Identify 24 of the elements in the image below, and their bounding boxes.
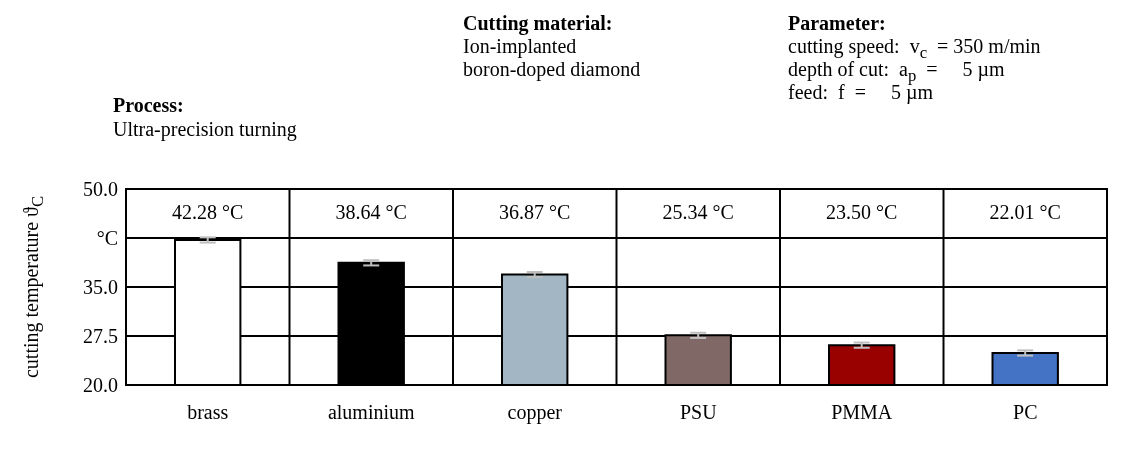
x-tick-label: PMMA bbox=[831, 401, 893, 424]
text: cutting speed: v$_{c}$ = 350 m/min bbox=[788, 35, 1041, 62]
x-tick-label: PC bbox=[1013, 401, 1038, 424]
text: Parameter: bbox=[788, 12, 886, 34]
annotation: 36.87 °C bbox=[499, 201, 571, 223]
annotation: 42.28 °C bbox=[172, 201, 244, 223]
y-tick-label: 27.5 bbox=[83, 325, 118, 348]
text: Ion-implanted bbox=[463, 35, 577, 57]
y-tick-label: 20.0 bbox=[83, 374, 118, 397]
annotation: 23.50 °C bbox=[826, 201, 898, 223]
text: boron-doped diamond bbox=[463, 58, 641, 80]
text: Ultra-precision turning bbox=[113, 118, 297, 140]
y-tick-label: 50.0 bbox=[83, 178, 118, 201]
annotation: 25.34 °C bbox=[662, 201, 734, 223]
text: Cutting material: bbox=[463, 12, 613, 34]
text: Process: bbox=[113, 94, 184, 116]
y-tick-label: 35.0 bbox=[83, 276, 118, 299]
x-tick-label: brass bbox=[187, 401, 229, 424]
annotation: 22.01 °C bbox=[989, 201, 1061, 223]
x-tick-label: copper bbox=[507, 401, 563, 425]
x-tick-label: aluminium bbox=[327, 401, 416, 424]
annotation: 38.64 °C bbox=[335, 201, 407, 223]
x-tick-label: PSU bbox=[679, 401, 718, 424]
y-tick-label: °C bbox=[96, 227, 118, 250]
